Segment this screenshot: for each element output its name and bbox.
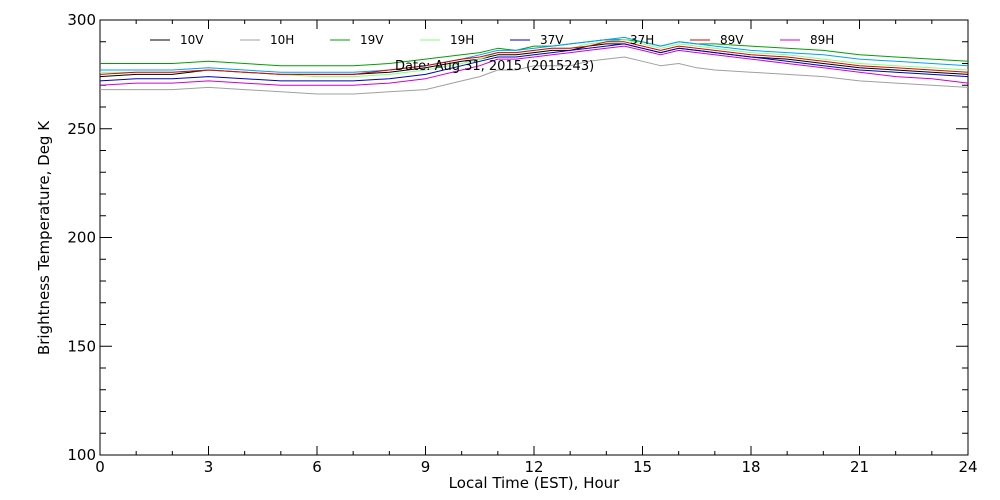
chart-annotation: Date: Aug 31, 2015 (2015243): [395, 59, 594, 74]
legend-label-19v: 19V: [360, 33, 384, 47]
x-tick-label: 18: [741, 458, 760, 476]
legend-label-19h: 19H: [450, 33, 474, 47]
legend-label-10h: 10H: [270, 33, 294, 47]
y-axis-title: Brightness Temperature, Deg K: [35, 120, 53, 355]
y-tick-label: 200: [67, 229, 96, 247]
series-line-89v: [99, 41, 969, 75]
legend-label-37v: 37V: [540, 33, 564, 47]
x-tick-label: 24: [958, 458, 977, 476]
series-line-37h: [100, 36, 969, 73]
x-axis-title: Local Time (EST), Hour: [449, 474, 620, 492]
series-lines: [99, 36, 969, 95]
legend-label-89h: 89H: [810, 33, 834, 47]
series-line-10h: [100, 56, 969, 95]
legend: 10V 10H 19V 19H 37V 37H 89V 89H: [150, 33, 834, 47]
x-tick-label: 9: [421, 458, 431, 476]
legend-label-37h: 37H: [630, 33, 654, 47]
x-tick-label: 15: [633, 458, 652, 476]
series-line-89h: [99, 45, 969, 86]
axis-ticks: 0 3 6 9 12 15 18 21 24 100 150 200 250 300: [67, 11, 977, 476]
x-tick-label: 21: [850, 458, 869, 476]
plot-frame: [99, 19, 969, 456]
x-tick-label: 3: [204, 458, 214, 476]
x-tick-label: 12: [524, 458, 543, 476]
x-tick-label: 0: [95, 458, 105, 476]
y-tick-label: 250: [67, 120, 96, 138]
y-tick-label: 150: [67, 337, 96, 355]
series-line-37v: [99, 43, 969, 82]
legend-label-89v: 89V: [720, 33, 744, 47]
x-tick-label: 6: [312, 458, 322, 476]
legend-label-10v: 10V: [180, 33, 204, 47]
y-tick-label: 300: [67, 11, 96, 29]
y-tick-label: 100: [67, 446, 96, 464]
